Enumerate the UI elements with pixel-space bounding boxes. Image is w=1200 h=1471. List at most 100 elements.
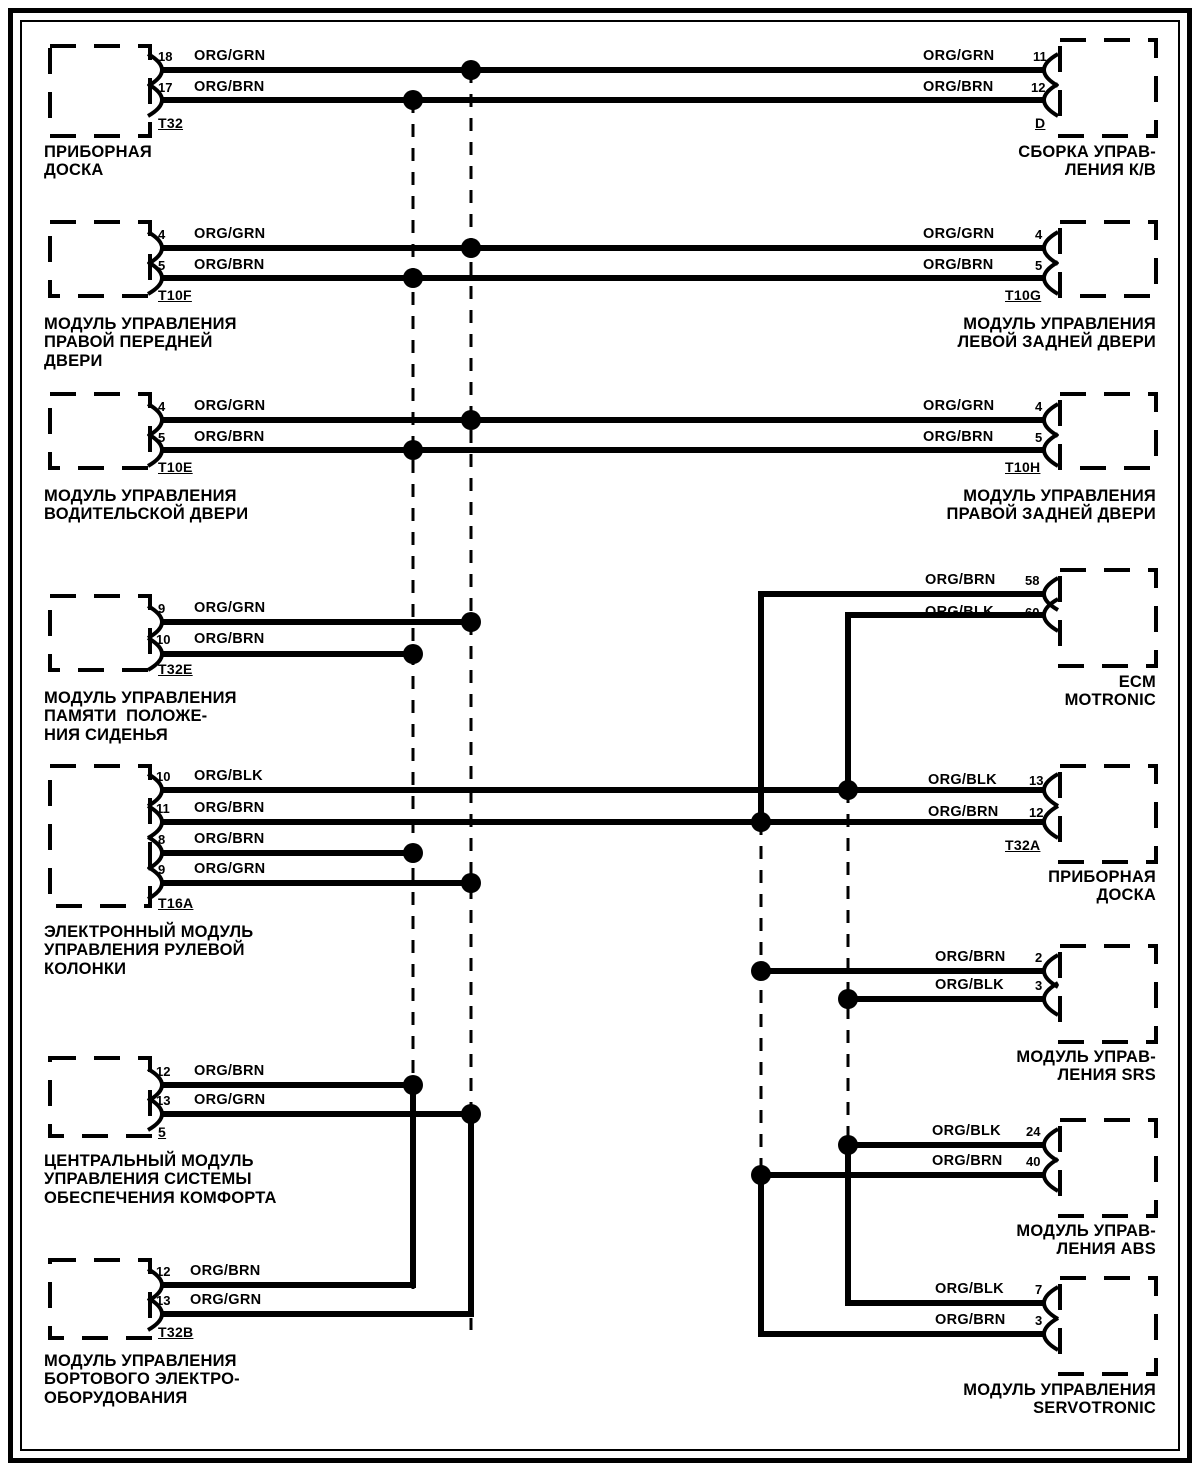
connector-label: T10G xyxy=(1005,287,1042,303)
pin-number: 3 xyxy=(1035,1313,1043,1328)
diagram-outer-border xyxy=(8,8,1192,1463)
module-name-central-comfort: ЦЕНТРАЛЬНЫЙ МОДУЛЬ УПРАВЛЕНИЯ СИСТЕМЫ ОБ… xyxy=(44,1152,277,1207)
pin-number: 3 xyxy=(1035,978,1043,993)
pin-number: 18 xyxy=(158,49,173,64)
wire-label: ORG/GRN xyxy=(923,226,995,242)
wire-label: ORG/BLK xyxy=(932,1123,1001,1139)
module-boxes xyxy=(48,38,1158,1376)
module-box-steering-column xyxy=(48,764,152,908)
module-box-seat-memory xyxy=(48,594,152,672)
module-box-instrument-cluster-left xyxy=(48,44,152,138)
module-name-onboard-electrics: МОДУЛЬ УПРАВЛЕНИЯ БОРТОВОГО ЭЛЕКТРО- ОБО… xyxy=(44,1352,240,1407)
wire-label: ORG/GRN xyxy=(194,398,266,414)
connector-label: T32E xyxy=(158,661,193,677)
wire-label: ORG/BRN xyxy=(935,949,1006,965)
module-name-right-rear-door: МОДУЛЬ УПРАВЛЕНИЯ ПРАВОЙ ЗАДНЕЙ ДВЕРИ xyxy=(946,487,1156,524)
module-name-srs: МОДУЛЬ УПРАВ- ЛЕНИЯ SRS xyxy=(1016,1048,1156,1085)
wire-label: ORG/BRN xyxy=(190,1263,261,1279)
junction-dot xyxy=(461,873,481,893)
wire-label: ORG/BRN xyxy=(928,804,999,820)
wire-ecm-org-blk xyxy=(845,612,1046,790)
wire-onboard-org-brn xyxy=(160,1085,416,1288)
pin-number: 11 xyxy=(156,801,170,816)
wire-onboard-org-grn xyxy=(160,1114,474,1317)
junction-dot xyxy=(403,90,423,110)
pin-number: 24 xyxy=(1026,1124,1041,1139)
pin-number: 60 xyxy=(1025,605,1040,620)
connector-label: D xyxy=(1035,115,1046,131)
junction-dot xyxy=(403,440,423,460)
module-box-driver-door xyxy=(48,392,152,470)
pin-number: 12 xyxy=(156,1264,171,1279)
connector-label: T10H xyxy=(1005,459,1041,475)
connector-label: T32B xyxy=(158,1324,194,1340)
pin-number: 8 xyxy=(158,832,166,847)
junction-dot xyxy=(461,238,481,258)
connector-label: T16A xyxy=(158,895,194,911)
wire-label: ORG/BRN xyxy=(932,1153,1003,1169)
wire-label: ORG/BRN xyxy=(194,1063,265,1079)
pin-number: 4 xyxy=(1035,227,1043,242)
wire-label: ORG/BRN xyxy=(194,800,265,816)
junction-dot xyxy=(461,612,481,632)
connector-label: T32 xyxy=(158,115,184,131)
pin-number: 9 xyxy=(158,601,166,616)
wire-label: ORG/BLK xyxy=(928,772,997,788)
pin-number: 4 xyxy=(158,399,166,414)
module-name-right-front-door: МОДУЛЬ УПРАВЛЕНИЯ ПРАВОЙ ПЕРЕДНЕЙ ДВЕРИ xyxy=(44,315,237,370)
module-box-ac-assembly xyxy=(1058,38,1158,138)
junction-dot xyxy=(751,812,771,832)
wire-label: ORG/BRN xyxy=(923,257,994,273)
wire-label: ORG/BRN xyxy=(923,429,994,445)
module-name-instrument-cluster-left: ПРИБОРНАЯ ДОСКА xyxy=(44,143,152,180)
module-name-ac-assembly: СБОРКА УПРАВ- ЛЕНИЯ К/В xyxy=(1018,143,1156,180)
module-box-instrument-cluster-right xyxy=(1058,764,1158,864)
connector-label: T32A xyxy=(1005,837,1041,853)
pin-number: 40 xyxy=(1026,1154,1041,1169)
module-name-ecm-motronic: ECM MOTRONIC xyxy=(1064,673,1156,710)
wire-label: ORG/GRN xyxy=(194,48,266,64)
pin-number: 17 xyxy=(158,80,173,95)
module-name-instrument-cluster-right: ПРИБОРНАЯ ДОСКА xyxy=(1048,868,1156,905)
pin-number: 58 xyxy=(1025,573,1040,588)
junction-dot xyxy=(461,1104,481,1124)
pin-number: 5 xyxy=(158,430,166,445)
wire-label: ORG/BLK xyxy=(194,768,263,784)
module-box-central-comfort xyxy=(48,1056,152,1138)
pin-number: 5 xyxy=(1035,258,1043,273)
wire-label: ORG/GRN xyxy=(194,600,266,616)
wire-label: ORG/BRN xyxy=(194,631,265,647)
pin-number: 2 xyxy=(1035,950,1043,965)
pin-number: 12 xyxy=(1031,80,1046,95)
module-name-steering-column: ЭЛЕКТРОННЫЙ МОДУЛЬ УПРАВЛЕНИЯ РУЛЕВОЙ КО… xyxy=(44,923,254,978)
module-box-ecm-motronic xyxy=(1058,568,1158,668)
module-box-srs xyxy=(1058,944,1158,1044)
wire-label: ORG/BLK xyxy=(935,977,1004,993)
wire-label: ORG/GRN xyxy=(194,1092,266,1108)
junction-dot xyxy=(751,1165,771,1185)
wire-label: ORG/GRN xyxy=(923,48,995,64)
module-box-abs xyxy=(1058,1118,1158,1218)
module-name-servotronic: МОДУЛЬ УПРАВЛЕНИЯ SERVOTRONIC xyxy=(963,1381,1156,1418)
pin-number: 4 xyxy=(158,227,166,242)
junction-dot xyxy=(461,410,481,430)
module-name-left-rear-door: МОДУЛЬ УПРАВЛЕНИЯ ЛЕВОЙ ЗАДНЕЙ ДВЕРИ xyxy=(957,315,1156,352)
wire-label: ORG/BRN xyxy=(925,572,996,588)
wire-servotronic-org-blk xyxy=(845,1145,1046,1306)
pin-number: 13 xyxy=(156,1293,171,1308)
wire-label: ORG/BRN xyxy=(935,1312,1006,1328)
wire-label: ORG/BRN xyxy=(194,831,265,847)
wire-label: ORG/BRN xyxy=(194,257,265,273)
connector-label: T10F xyxy=(158,287,192,303)
pin-number: 13 xyxy=(1029,773,1044,788)
junction-dot xyxy=(751,961,771,981)
pin-number: 9 xyxy=(158,862,166,877)
pin-number: 7 xyxy=(1035,1282,1043,1297)
junction-dot xyxy=(403,1075,423,1095)
module-box-onboard-electrics xyxy=(48,1258,152,1340)
pin-number: 5 xyxy=(1035,430,1043,445)
module-box-servotronic xyxy=(1058,1276,1158,1376)
pin-number: 10 xyxy=(156,632,171,647)
